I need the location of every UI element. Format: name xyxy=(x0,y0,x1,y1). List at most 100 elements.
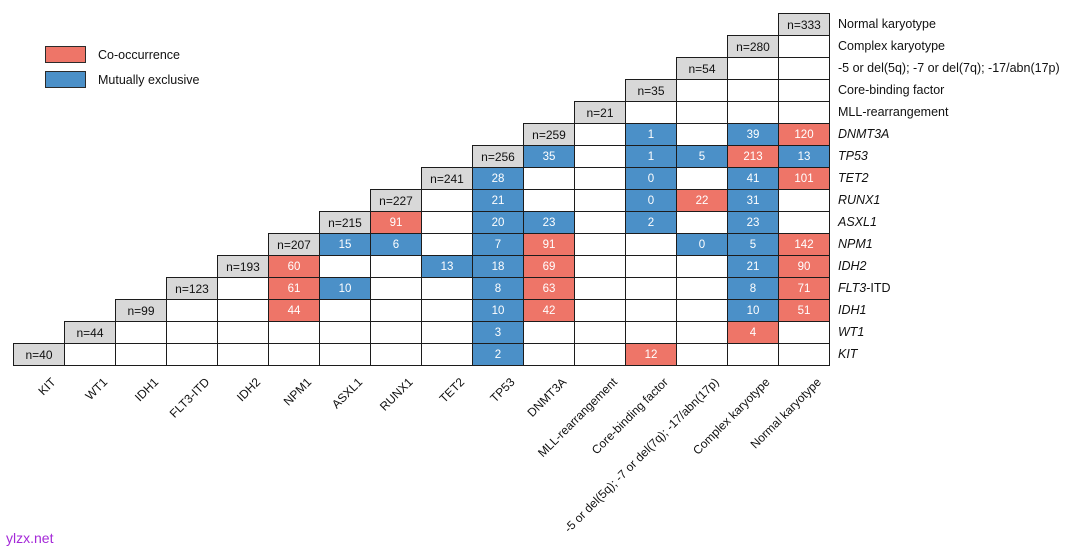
matrix-cell-dnmt3a-normal-karyotype: 120 xyxy=(778,123,830,146)
empty-cell-mll-rearrangement-5-or-del-5q-7-or-del-7q-17-abn-17p xyxy=(676,101,728,124)
diagonal-cell-tet2: n=241 xyxy=(421,167,473,190)
empty-cell-runx1-tet2 xyxy=(421,189,473,212)
row-label-wt1: WT1 xyxy=(838,325,865,339)
matrix-cell-tp53-complex-karyotype: 213 xyxy=(727,145,779,168)
column-label-flt3-itd: FLT3-ITD xyxy=(166,375,212,421)
column-label-tp53: TP53 xyxy=(487,375,518,406)
matrix-cell-idh1-dnmt3a: 42 xyxy=(523,299,575,322)
matrix-cell-flt3-itd-asxl1: 10 xyxy=(319,277,371,300)
row-label-tet2: TET2 xyxy=(838,171,869,185)
empty-cell-flt3-itd-tet2 xyxy=(421,277,473,300)
empty-cell-5-or-del-5q-7-or-del-7q-17-abn-17p-normal-karyotype xyxy=(778,57,830,80)
empty-cell-idh1-5-or-del-5q-7-or-del-7q-17-abn-17p xyxy=(676,299,728,322)
empty-cell-wt1-flt3-itd xyxy=(166,321,218,344)
empty-cell-kit-idh2 xyxy=(217,343,269,366)
empty-cell-idh1-runx1 xyxy=(370,299,422,322)
empty-cell-kit-wt1 xyxy=(64,343,116,366)
row-label-tp53: TP53 xyxy=(838,149,868,163)
empty-cell-kit-flt3-itd xyxy=(166,343,218,366)
matrix-cell-flt3-itd-normal-karyotype: 71 xyxy=(778,277,830,300)
matrix-cell-npm1-complex-karyotype: 5 xyxy=(727,233,779,256)
matrix-cell-flt3-itd-dnmt3a: 63 xyxy=(523,277,575,300)
matrix-cell-flt3-itd-npm1: 61 xyxy=(268,277,320,300)
row-label-npm1: NPM1 xyxy=(838,237,873,251)
empty-cell-wt1-5-or-del-5q-7-or-del-7q-17-abn-17p xyxy=(676,321,728,344)
matrix-cell-idh2-normal-karyotype: 90 xyxy=(778,255,830,278)
empty-cell-wt1-mll-rearrangement xyxy=(574,321,626,344)
diagonal-cell-wt1: n=44 xyxy=(64,321,116,344)
empty-cell-core-binding-factor-normal-karyotype xyxy=(778,79,830,102)
column-label-asxl1: ASXL1 xyxy=(328,375,365,412)
empty-cell-kit-complex-karyotype xyxy=(727,343,779,366)
matrix-cell-tp53-5-or-del-5q-7-or-del-7q-17-abn-17p: 5 xyxy=(676,145,728,168)
empty-cell-idh2-runx1 xyxy=(370,255,422,278)
matrix-cell-runx1-5-or-del-5q-7-or-del-7q-17-abn-17p: 22 xyxy=(676,189,728,212)
empty-cell-idh1-idh2 xyxy=(217,299,269,322)
empty-cell-flt3-itd-5-or-del-5q-7-or-del-7q-17-abn-17p xyxy=(676,277,728,300)
empty-cell-asxl1-5-or-del-5q-7-or-del-7q-17-abn-17p xyxy=(676,211,728,234)
legend-label-mutually-exclusive: Mutually exclusive xyxy=(98,72,200,87)
row-label-dnmt3a: DNMT3A xyxy=(838,127,890,141)
empty-cell-npm1-tet2 xyxy=(421,233,473,256)
matrix-cell-npm1-runx1: 6 xyxy=(370,233,422,256)
matrix-cell-tet2-normal-karyotype: 101 xyxy=(778,167,830,190)
row-label-kit: KIT xyxy=(838,347,858,361)
matrix-cell-asxl1-runx1: 91 xyxy=(370,211,422,234)
empty-cell-kit-npm1 xyxy=(268,343,320,366)
column-label-wt1: WT1 xyxy=(82,375,110,403)
empty-cell-tet2-dnmt3a xyxy=(523,167,575,190)
column-label-runx1: RUNX1 xyxy=(377,375,416,414)
empty-cell-flt3-itd-idh2 xyxy=(217,277,269,300)
matrix-cell-npm1-asxl1: 15 xyxy=(319,233,371,256)
diagonal-cell-asxl1: n=215 xyxy=(319,211,371,234)
row-label-asxl1: ASXL1 xyxy=(838,215,877,229)
empty-cell-wt1-dnmt3a xyxy=(523,321,575,344)
column-label-idh1: IDH1 xyxy=(131,375,161,405)
empty-cell-kit-asxl1 xyxy=(319,343,371,366)
empty-cell-flt3-itd-core-binding-factor xyxy=(625,277,677,300)
empty-cell-asxl1-tet2 xyxy=(421,211,473,234)
diagonal-cell-tp53: n=256 xyxy=(472,145,524,168)
diagonal-cell-5-or-del-5q-7-or-del-7q-17-abn-17p: n=54 xyxy=(676,57,728,80)
matrix-cell-idh2-npm1: 60 xyxy=(268,255,320,278)
row-label-normal-karyotype: Normal karyotype xyxy=(838,17,936,31)
diagonal-cell-idh2: n=193 xyxy=(217,255,269,278)
empty-cell-core-binding-factor-complex-karyotype xyxy=(727,79,779,102)
empty-cell-kit-tet2 xyxy=(421,343,473,366)
empty-cell-idh1-flt3-itd xyxy=(166,299,218,322)
matrix-cell-tp53-normal-karyotype: 13 xyxy=(778,145,830,168)
empty-cell-kit-dnmt3a xyxy=(523,343,575,366)
matrix-cell-tet2-tp53: 28 xyxy=(472,167,524,190)
empty-cell-wt1-idh2 xyxy=(217,321,269,344)
diagonal-cell-dnmt3a: n=259 xyxy=(523,123,575,146)
column-label-idh2: IDH2 xyxy=(233,375,263,405)
diagonal-cell-core-binding-factor: n=35 xyxy=(625,79,677,102)
matrix-cell-idh1-tp53: 10 xyxy=(472,299,524,322)
matrix-cell-tp53-core-binding-factor: 1 xyxy=(625,145,677,168)
empty-cell-mll-rearrangement-core-binding-factor xyxy=(625,101,677,124)
empty-cell-flt3-itd-mll-rearrangement xyxy=(574,277,626,300)
empty-cell-idh2-core-binding-factor xyxy=(625,255,677,278)
diagonal-cell-mll-rearrangement: n=21 xyxy=(574,101,626,124)
empty-cell-wt1-normal-karyotype xyxy=(778,321,830,344)
empty-cell-runx1-mll-rearrangement xyxy=(574,189,626,212)
matrix-cell-npm1-normal-karyotype: 142 xyxy=(778,233,830,256)
matrix-cell-dnmt3a-complex-karyotype: 39 xyxy=(727,123,779,146)
matrix-cell-idh2-complex-karyotype: 21 xyxy=(727,255,779,278)
empty-cell-idh2-asxl1 xyxy=(319,255,371,278)
matrix-cell-wt1-tp53: 3 xyxy=(472,321,524,344)
empty-cell-wt1-runx1 xyxy=(370,321,422,344)
empty-cell-runx1-dnmt3a xyxy=(523,189,575,212)
diagonal-cell-npm1: n=207 xyxy=(268,233,320,256)
diagonal-cell-complex-karyotype: n=280 xyxy=(727,35,779,58)
empty-cell-asxl1-normal-karyotype xyxy=(778,211,830,234)
diagonal-cell-kit: n=40 xyxy=(13,343,65,366)
matrix-cell-idh1-npm1: 44 xyxy=(268,299,320,322)
empty-cell-core-binding-factor-5-or-del-5q-7-or-del-7q-17-abn-17p xyxy=(676,79,728,102)
empty-cell-idh1-asxl1 xyxy=(319,299,371,322)
matrix-cell-flt3-itd-complex-karyotype: 8 xyxy=(727,277,779,300)
matrix-cell-asxl1-core-binding-factor: 2 xyxy=(625,211,677,234)
row-label-5-or-del-5q-7-or-del-7q-17-abn-17p: -5 or del(5q); -7 or del(7q); -17/abn(17… xyxy=(838,61,1060,75)
column-label-tet2: TET2 xyxy=(436,375,467,406)
